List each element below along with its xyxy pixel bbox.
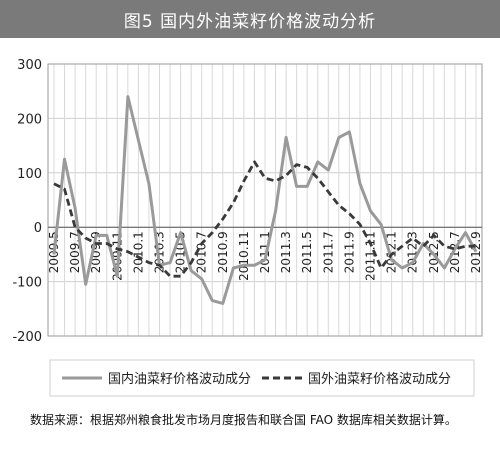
x-tick-label: 2012.1 [385, 231, 399, 273]
x-tick-label: 2011.3 [279, 231, 293, 273]
legend-label: 国外油菜籽价格波动成分 [308, 371, 451, 387]
x-tick-label: 2012.7 [448, 231, 462, 273]
x-tick-label: 2011.5 [300, 231, 314, 273]
source-caption-text: 数据来源：根据郑州粮食批发市场月度报告和联合国 FAO 数据库相关数据计算。 [30, 413, 457, 427]
x-tick-label: 2010.11 [237, 231, 251, 281]
source-caption: 数据来源：根据郑州粮食批发市场月度报告和联合国 FAO 数据库相关数据计算。 [10, 410, 492, 430]
y-axis: -200 -100 0 100 200 300 [12, 58, 42, 345]
y-tick-label: 100 [17, 167, 42, 182]
x-tick-label: 2011.9 [342, 231, 356, 273]
figure-title-text: 图5 国内外油菜籽价格波动分析 [123, 11, 377, 32]
y-tick-label: -100 [12, 276, 42, 291]
y-tick-label: 200 [17, 112, 42, 127]
chart-container: -200 -100 0 100 200 300 2009.5 2009.7 2009.9 200… [0, 38, 500, 410]
series-line-domestic [52, 95, 478, 305]
x-tick-label: 2011.11 [364, 231, 378, 281]
y-tick-label: 300 [17, 58, 42, 73]
figure-title: 图5 国内外油菜籽价格波动分析 [0, 0, 500, 38]
y-tick-label: -200 [12, 330, 42, 345]
x-tick-label: 2012.9 [469, 231, 483, 273]
x-tick-label: 2010.1 [131, 231, 145, 273]
grid-lines [47, 63, 483, 337]
legend: 国内油菜籽价格波动成分 国外油菜籽价格波动成分 [49, 359, 475, 397]
x-tick-label: 2010.9 [216, 231, 230, 273]
plot-frame [47, 63, 483, 337]
x-tick-label: 2011.7 [321, 231, 335, 273]
x-tick-label: 2012.5 [427, 231, 441, 273]
y-tick-label: 0 [34, 221, 42, 236]
x-tick-label: 2009.9 [89, 231, 103, 273]
legend-label: 国内油菜籽价格波动成分 [108, 371, 251, 387]
legend-frame [49, 359, 475, 397]
series-lines [52, 95, 478, 305]
